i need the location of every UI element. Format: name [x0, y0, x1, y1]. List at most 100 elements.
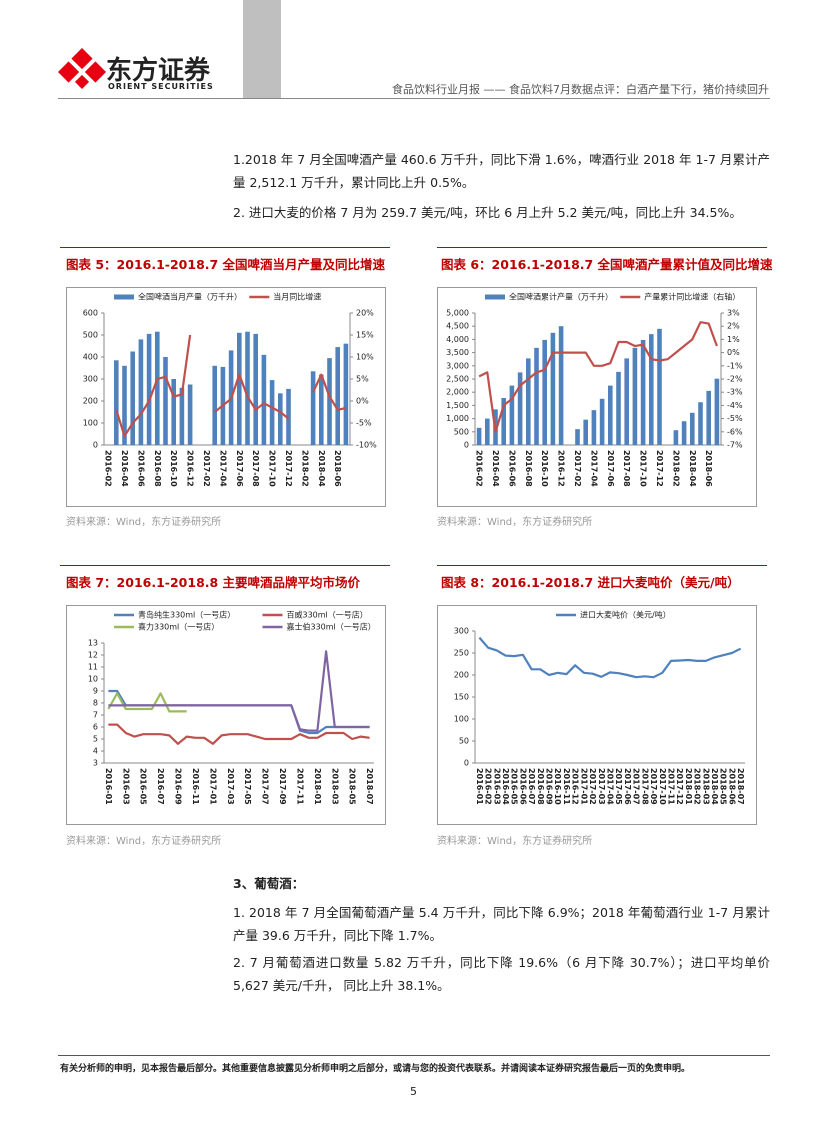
legend-label: 嘉士伯330ml（一号店） — [287, 622, 376, 632]
x-tick-label: 2017-10 — [268, 450, 277, 487]
bar — [591, 410, 597, 445]
x-tick-label: 2017-07 — [261, 768, 270, 805]
line — [107, 692, 187, 713]
y2-tick-label: -1% — [727, 361, 743, 370]
rule — [58, 1055, 770, 1056]
bar — [245, 331, 250, 445]
legend-label: 喜力330ml（一号店） — [138, 622, 219, 632]
x-tick-label: 2016-02 — [475, 450, 484, 487]
x-tick-label: 2018-01 — [684, 768, 693, 805]
x-tick-label: 2017-06 — [606, 450, 615, 487]
x-tick-label: 2016-10 — [169, 450, 178, 487]
y-tick-label: 400 — [83, 353, 98, 362]
x-tick-label: 2018-04 — [710, 768, 719, 805]
x-tick-label: 2018-06 — [704, 450, 713, 487]
bar — [261, 354, 267, 445]
source: 资料来源：Wind，东方证券研究所 — [437, 836, 593, 847]
x-tick-label: 2017-05 — [243, 768, 252, 805]
y-tick-label: 6 — [93, 723, 98, 732]
legend-label: 进口大麦吨价（美元/吨） — [580, 610, 671, 620]
disclaimer: 有关分析师的申明，见本报告最后部分。其他重要信息披露见分析师申明之后部分，或请与… — [60, 1064, 691, 1074]
x-tick-label: 2018-04 — [688, 450, 697, 487]
bar — [310, 371, 316, 445]
bar — [640, 339, 646, 445]
source: 资料来源：Wind，东方证券研究所 — [66, 517, 222, 528]
x-tick-label: 2016-10 — [540, 450, 549, 487]
x-tick-label: 2016-09 — [545, 768, 554, 805]
bar — [673, 430, 679, 445]
y-tick-label: 250 — [454, 649, 469, 658]
bar — [114, 360, 119, 445]
bar — [534, 347, 539, 445]
bar — [343, 343, 349, 445]
y2-tick-label: -2% — [727, 375, 743, 384]
x-tick-label: 2017-05 — [614, 768, 623, 805]
chart-title: 图表 8：2016.1-2018.7 进口大麦吨价（美元/吨） — [441, 575, 740, 590]
x-tick-label: 2017-01 — [208, 768, 217, 805]
x-tick-label: 2017-04 — [218, 450, 227, 487]
y-tick-label: 300 — [83, 375, 98, 384]
bar — [286, 388, 291, 445]
x-tick-label: 2017-02 — [573, 450, 582, 487]
x-tick-label: 2017-08 — [640, 768, 649, 805]
y-tick-label: 100 — [83, 419, 98, 428]
x-tick-label: 2017-12 — [675, 768, 684, 805]
bar — [278, 393, 283, 445]
bar — [542, 339, 547, 445]
chart-title: 图表 5：2016.1-2018.7 全国啤酒当月产量及同比增速 — [66, 257, 386, 272]
x-tick-label: 2017-03 — [597, 768, 606, 805]
x-tick-label: 2017-09 — [649, 768, 658, 805]
x-tick-label: 2016-11 — [191, 768, 200, 805]
legend-label: 百威330ml（一号店） — [287, 610, 368, 620]
bar — [163, 357, 168, 445]
paragraph: 2. 进口大麦的价格 7 月为 259.7 美元/吨，环比 6 月上升 5.2 … — [233, 205, 742, 220]
rule — [437, 247, 767, 248]
x-tick-label: 2017-01 — [579, 768, 588, 805]
x-tick-label: 2016-04 — [120, 450, 129, 487]
y2-tick-label: -6% — [727, 427, 743, 436]
bar — [327, 358, 332, 445]
x-tick-label: 2018-06 — [727, 768, 736, 805]
bar — [550, 332, 556, 445]
x-tick-label: 2018-03 — [330, 768, 339, 805]
x-tick-label: 2016-10 — [553, 768, 562, 805]
bar — [155, 331, 160, 445]
x-tick-label: 2018-06 — [333, 450, 342, 487]
x-tick-label: 2017-06 — [623, 768, 632, 805]
paragraph: 1. 2018 年 7 月全国葡萄酒产量 5.4 万千升，同比下降 6.9%；2… — [233, 905, 770, 943]
x-tick-label: 2017-06 — [235, 450, 244, 487]
x-tick-label: 2016-05 — [510, 768, 519, 805]
paragraph: 2. 7 月葡萄酒进口数量 5.82 万千升，同比下降 19.6%（6 月下降 … — [233, 955, 770, 993]
x-tick-label: 2016-04 — [501, 768, 510, 805]
x-tick-label: 2016-01 — [475, 768, 484, 805]
y-tick-label: 12 — [88, 651, 98, 660]
y2-tick-label: 1% — [727, 335, 740, 344]
bar — [122, 365, 127, 445]
y-tick-label: 4,000 — [446, 335, 469, 344]
y2-tick-label: 2% — [727, 322, 740, 331]
y2-tick-label: -10% — [356, 441, 377, 450]
y-tick-label: 300 — [454, 627, 469, 636]
line — [115, 334, 347, 438]
bar — [237, 332, 242, 445]
chart: 青岛纯生330ml（一号店） 百威330ml（一号店） 喜力330ml（一号店） 嘉士… — [66, 605, 386, 825]
company-en: ORIENT SECURITIES — [108, 82, 214, 91]
x-tick-label: 2017-12 — [284, 450, 293, 487]
line — [478, 321, 718, 433]
bar — [657, 328, 662, 445]
y2-tick-label: 15% — [356, 331, 374, 340]
x-tick-label: 2016-04 — [491, 450, 500, 487]
x-tick-label: 2016-08 — [153, 450, 162, 487]
x-tick-label: 2017-04 — [589, 450, 598, 487]
rule — [58, 98, 770, 99]
x-tick-label: 2018-05 — [719, 768, 728, 805]
y2-tick-label: -5% — [727, 414, 743, 423]
legend-swatch — [114, 294, 134, 300]
x-tick-label: 2018-03 — [701, 768, 710, 805]
bar — [146, 333, 152, 445]
x-tick-label: 2018-02 — [693, 768, 702, 805]
y-tick-label: 0 — [464, 441, 469, 450]
line — [108, 723, 370, 745]
bar — [212, 365, 217, 445]
y-tick-label: 2,000 — [446, 388, 469, 397]
